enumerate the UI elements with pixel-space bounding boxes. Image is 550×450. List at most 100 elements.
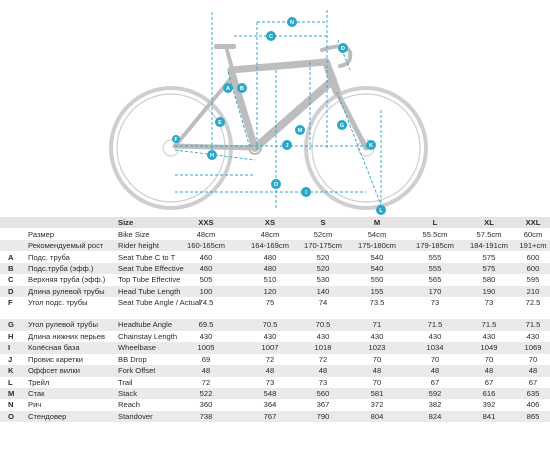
badge-i-label: I <box>305 190 307 196</box>
badge-g: G <box>337 120 347 130</box>
cell-m: 73.5 <box>369 298 385 308</box>
cell-xs: 548 <box>263 389 277 398</box>
table-header-row: Size XXS XS S M L XL XXL <box>0 217 550 229</box>
header-size-m: M <box>373 218 381 227</box>
cell-xxs: 460 <box>199 263 213 273</box>
cell-xs: 120 <box>263 286 277 296</box>
row-letter: N <box>8 400 14 410</box>
cell-l: 565 <box>428 275 442 285</box>
cell-xs: 480 <box>263 252 277 262</box>
badge-n-label: N <box>290 20 294 26</box>
row-ru-label: Колёсная база <box>28 343 80 353</box>
row-letter: M <box>8 389 15 398</box>
badge-k: K <box>366 140 376 150</box>
cell-xl: 190 <box>482 286 496 296</box>
row-letter: F <box>8 298 13 308</box>
cell-m: 70 <box>372 354 382 364</box>
cell-xl: 430 <box>482 331 496 341</box>
cell-s: 560 <box>316 389 330 398</box>
bike-geometry-diagram: N C D A B E M J H O I G K L F <box>109 10 428 215</box>
cell-xxl: 600 <box>526 263 540 273</box>
cell-xxs: 100 <box>199 286 213 296</box>
cell-xxl: 60cm <box>523 229 543 239</box>
cell-xxl: 48 <box>528 366 538 376</box>
table-row-h: H Длина нижних перьев Chainstay Length 430 4… <box>0 331 550 342</box>
table-row-j: J Провис каретки BB Drop 69 72 72 70 70 70 70 <box>0 354 550 365</box>
row-en-label: Fork Offset <box>118 366 156 376</box>
cell-m: 581 <box>370 389 384 398</box>
badge-d: D <box>338 43 348 53</box>
table-row-n: N Рич Reach 360 364 367 372 382 392 406 <box>0 399 550 410</box>
cell-xs: 73 <box>265 377 275 387</box>
cell-xxs: 72 <box>201 377 211 387</box>
row-ru-label: Рекомендуемый рост <box>28 241 104 250</box>
cell-xxl: 70 <box>528 354 538 364</box>
row-letter: C <box>8 275 14 285</box>
cell-m: 175-180cm <box>358 241 396 250</box>
cell-xs: 480 <box>263 263 277 273</box>
row-ru-label: Провис каретки <box>28 354 84 364</box>
cell-l: 73 <box>430 298 440 308</box>
badge-b: B <box>237 83 247 93</box>
cell-m: 540 <box>370 252 384 262</box>
cell-l: 170 <box>428 286 442 296</box>
cell-xs: 164-169cm <box>251 241 289 250</box>
cell-xxs: 522 <box>199 389 213 398</box>
row-letter: I <box>8 343 11 353</box>
badge-f-label: F <box>174 137 178 143</box>
cell-xxs: 460 <box>199 252 213 262</box>
cell-xxl: 210 <box>526 286 540 296</box>
badge-h-label: H <box>210 153 214 159</box>
table-row-l: L Трейл Trail 72 73 73 70 67 67 67 <box>0 377 550 388</box>
cell-xl: 580 <box>482 275 496 285</box>
row-en-label: Head Tube Length <box>118 286 181 296</box>
cell-xxl: 71.5 <box>525 320 541 330</box>
table-row-d: D Длина рулевой трубы Head Tube Length 100 1… <box>0 285 550 298</box>
badge-o: O <box>271 179 281 189</box>
badge-f: F <box>172 135 180 143</box>
geometry-table: Size XXS XS S M L XL XXL Размер Bike Siz… <box>0 217 550 450</box>
badge-o-label: O <box>274 182 279 188</box>
badge-n: N <box>287 17 297 27</box>
cell-xl: 71.5 <box>481 320 497 330</box>
cell-xs: 72 <box>265 354 275 364</box>
row-ru-label: Стендовер <box>28 411 67 421</box>
row-ru-label: Длина рулевой трубы <box>28 286 105 296</box>
badge-m-label: M <box>298 128 303 134</box>
row-en-label: Headtube Angle <box>118 320 173 330</box>
cell-xs: 48cm <box>260 229 280 239</box>
table-row-g: G Угол рулевой трубы Headtube Angle 69.5 70.… <box>0 319 550 331</box>
cell-xl: 48 <box>484 366 494 376</box>
badge-e-label: E <box>218 120 222 126</box>
table-row-m: M Стак Stack 522 548 560 581 592 616 635 <box>0 388 550 400</box>
cell-xl: 1049 <box>480 343 498 353</box>
row-ru-label: Оффсет вилки <box>28 366 81 376</box>
cell-xl: 67 <box>484 377 494 387</box>
row-en-label: Reach <box>118 400 140 410</box>
cell-xxl: 191+cm <box>519 241 547 250</box>
row-ru-label: Трейл <box>28 377 50 387</box>
badge-a: A <box>223 83 233 93</box>
table-row-a: A Подс. труба Seat Tube C to T 460 480 520 540… <box>0 252 550 263</box>
row-letter: A <box>8 252 14 262</box>
badge-k-label: K <box>369 143 373 149</box>
cell-xxl: 67 <box>528 377 538 387</box>
cell-m: 71 <box>372 320 382 330</box>
cell-s: 72 <box>318 354 328 364</box>
cell-l: 48 <box>430 366 440 376</box>
badge-m: M <box>295 125 305 135</box>
header-size-xs: XS <box>264 218 276 227</box>
row-letter: K <box>8 366 14 376</box>
cell-xl: 184-191cm <box>470 241 508 250</box>
cell-xxl: 406 <box>526 400 540 410</box>
table-row-rider-height: Рекомендуемый рост Rider height 160-165c… <box>0 240 550 252</box>
row-ru-label: Угол рулевой трубы <box>28 320 98 330</box>
cell-xxl: 865 <box>526 411 540 421</box>
cell-xxl: 600 <box>526 252 540 262</box>
table-row-o: O Стендовер Standover 738 767 790 804 824 841 865 <box>0 410 550 423</box>
badge-j: J <box>282 140 292 150</box>
cell-xxs: 505 <box>199 275 213 285</box>
badge-i: I <box>301 187 311 197</box>
front-wheel <box>304 86 428 210</box>
cell-xxs: 69 <box>201 354 211 364</box>
